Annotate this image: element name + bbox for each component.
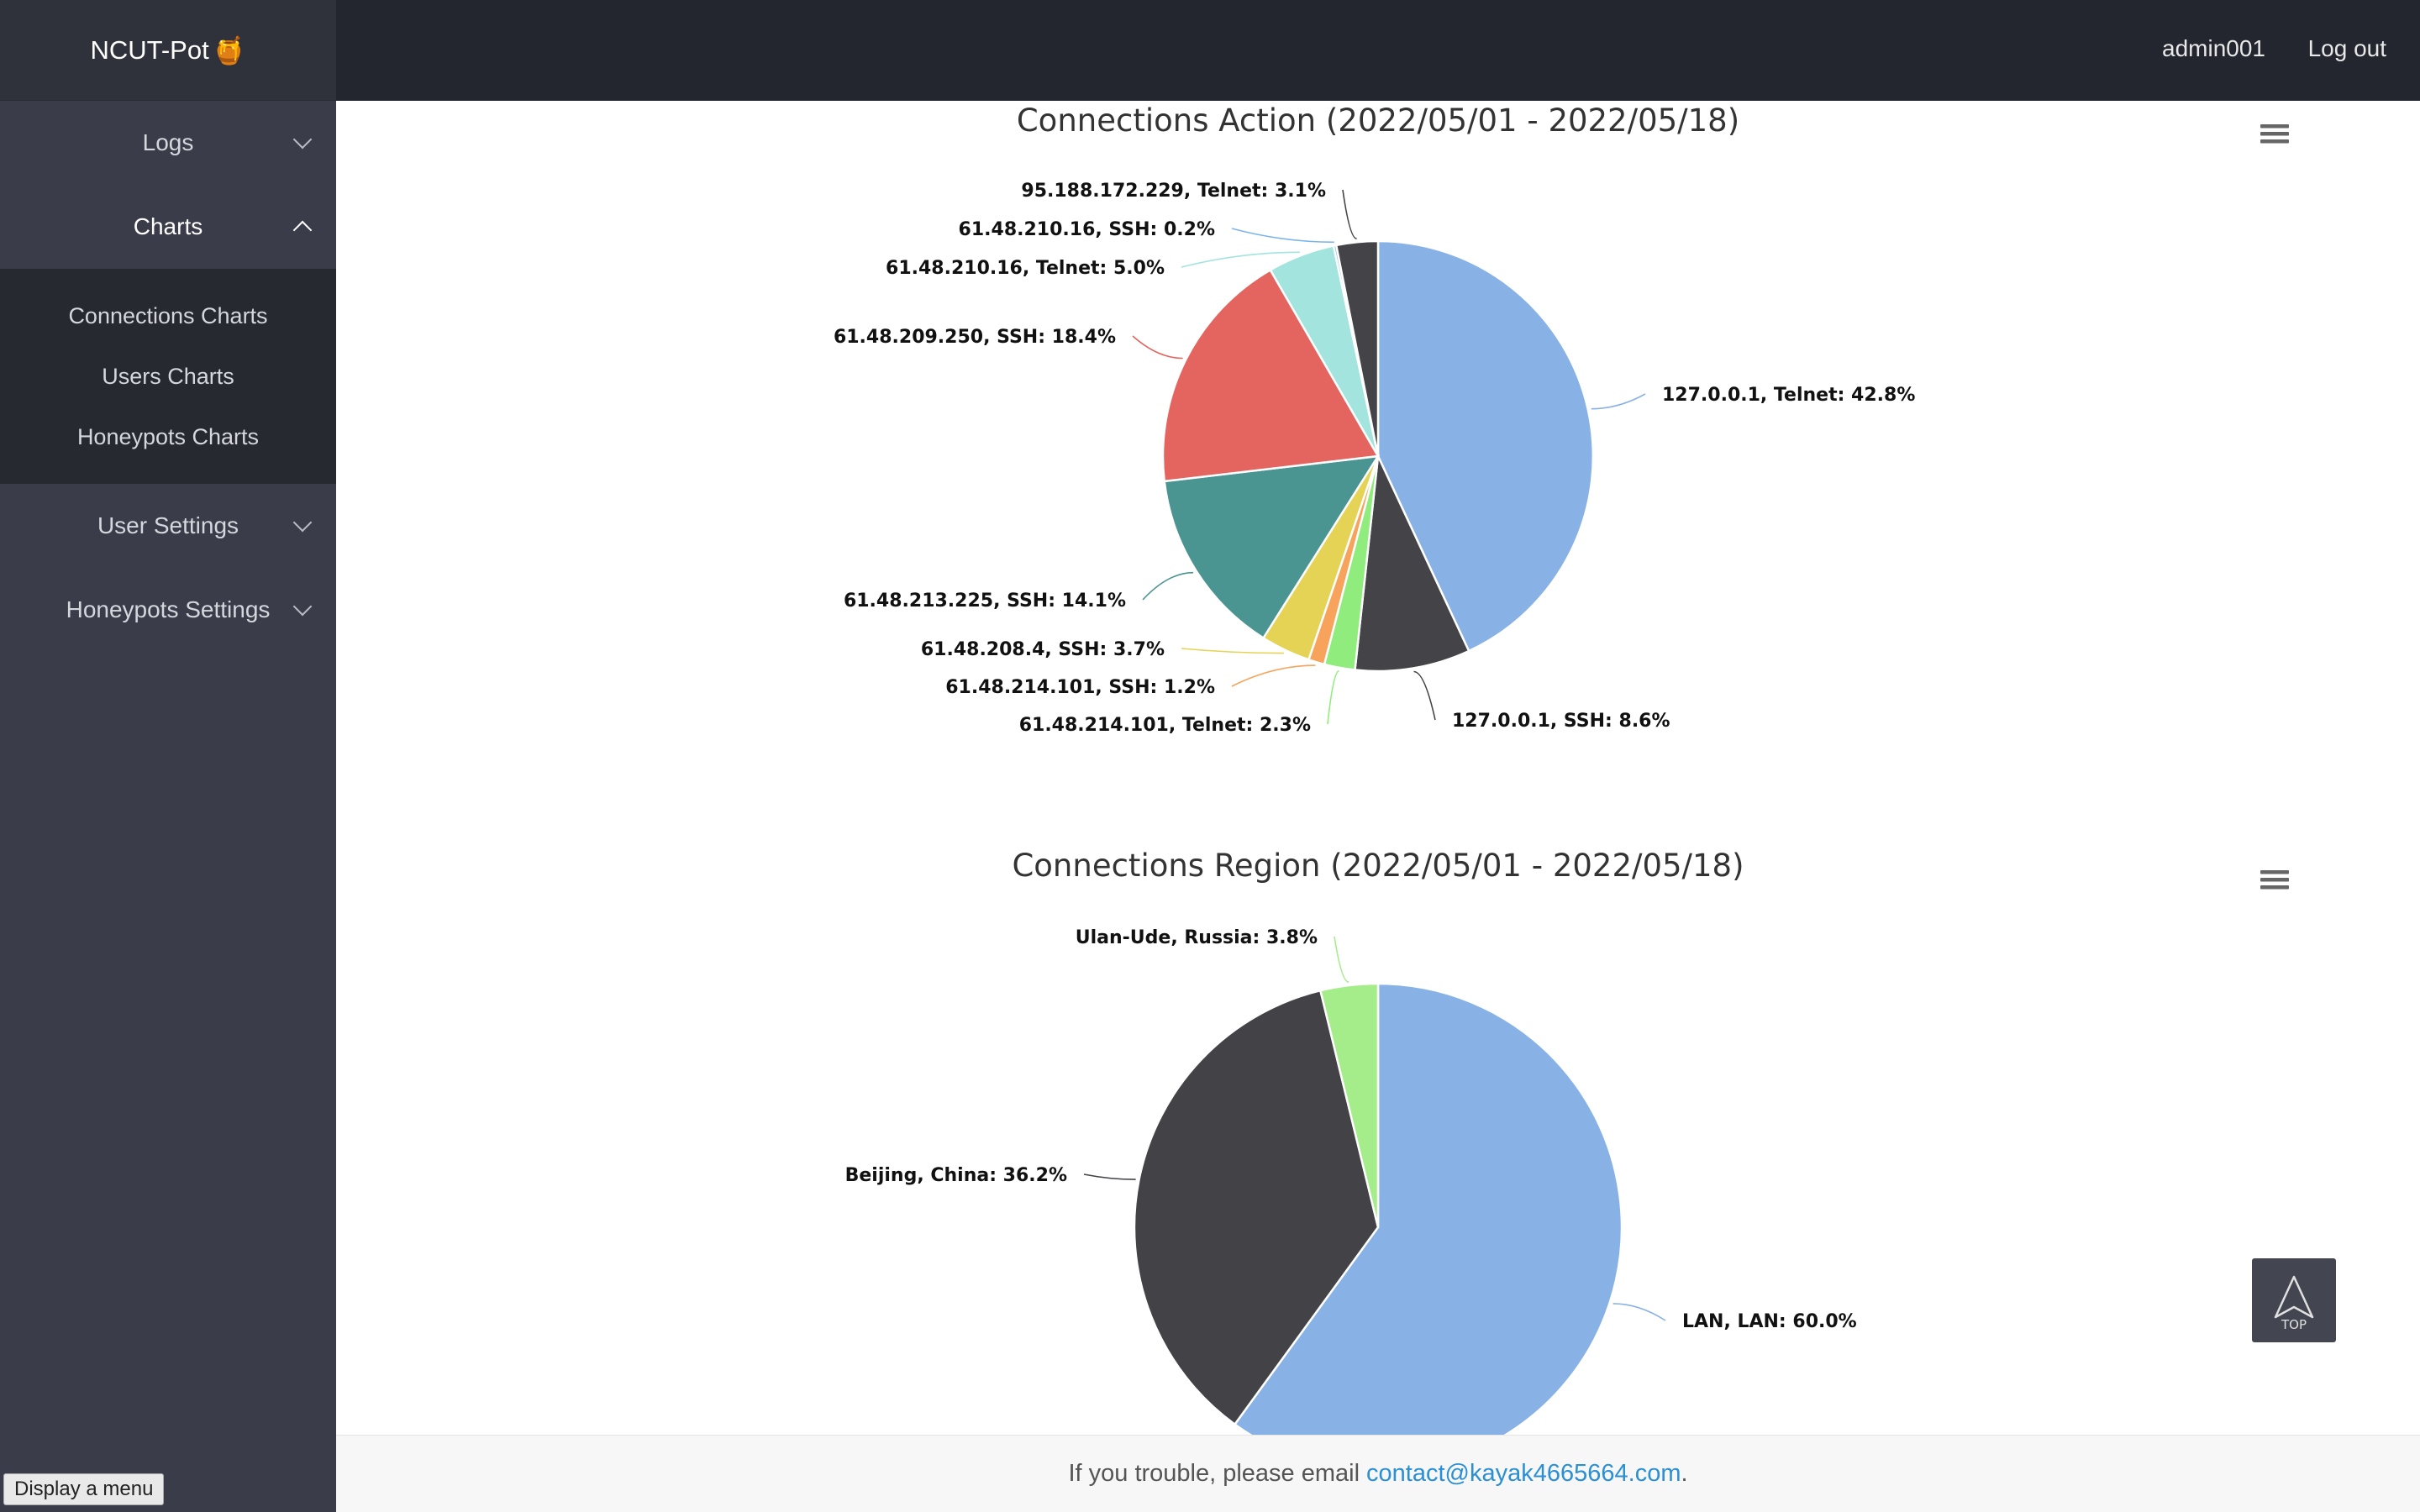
label-connector: [1342, 189, 1357, 239]
sidebar-item-user-settings[interactable]: User Settings: [0, 484, 336, 568]
sidebar-subitem-honeypots-charts[interactable]: Honeypots Charts: [76, 423, 260, 449]
label-connector: [1181, 251, 1300, 268]
charts-canvas: Connections Action (2022/05/01 - 2022/05…: [834, 102, 2296, 1435]
label-connector: [1231, 664, 1316, 687]
pie-slice[interactable]: [1376, 239, 1595, 653]
label-connector: [1334, 936, 1349, 983]
footer-text: If you trouble, please email: [1068, 1460, 1360, 1487]
pie-slice[interactable]: [1318, 982, 1380, 1228]
chart-title: Connections Action (2022/05/01 - 2022/05…: [1017, 102, 1739, 139]
sidebar-subitem-users-charts[interactable]: Users Charts: [102, 363, 234, 389]
label-connector: [1591, 393, 1646, 410]
sidebar-item-label: Logs: [142, 129, 194, 155]
pie-slice[interactable]: [1334, 239, 1380, 457]
pie-slice[interactable]: [1161, 268, 1381, 483]
chart-menu-icon[interactable]: [2252, 118, 2296, 151]
data-label: Ulan-Ude, Russia: 3.8%: [1076, 927, 1318, 948]
arrow-up-icon: TOP: [2274, 1275, 2314, 1332]
pie-slice[interactable]: [1133, 989, 1380, 1426]
data-label: 127.0.0.1, Telnet: 42.8%: [1662, 385, 1915, 406]
data-label: 61.48.213.225, SSH: 14.1%: [844, 591, 1126, 612]
sidebar-item-label: User Settings: [97, 512, 239, 538]
charts-content: Connections Action (2022/05/01 - 2022/05…: [336, 101, 2420, 1435]
sidebar-item-label: Honeypots Settings: [66, 596, 271, 622]
data-label: Beijing, China: 36.2%: [845, 1165, 1067, 1186]
label-connector: [1231, 228, 1334, 244]
sidebar: NCUT-Pot 🍯 Logs Charts Connections Chart…: [0, 0, 336, 1512]
pie-slice[interactable]: [1354, 452, 1470, 673]
top-bar: admin001 Log out: [336, 0, 2420, 101]
label-connector: [1612, 1303, 1666, 1321]
label-connector: [1132, 335, 1183, 360]
data-label: 61.48.209.250, SSH: 18.4%: [834, 327, 1116, 348]
label-connector: [1327, 670, 1339, 725]
pie-slice[interactable]: [1163, 454, 1381, 640]
brand-title: NCUT-Pot: [90, 34, 209, 65]
back-to-top-button[interactable]: TOP: [2252, 1258, 2336, 1342]
label-connector: [1083, 1173, 1136, 1180]
brand-logo[interactable]: NCUT-Pot 🍯: [0, 0, 336, 101]
footer: If you trouble, please email contact@kay…: [336, 1435, 2420, 1512]
pie-slice[interactable]: [1233, 982, 1623, 1435]
label-connector: [1181, 648, 1284, 654]
honey-pot-icon: 🍯: [212, 34, 246, 66]
data-label: 127.0.0.1, SSH: 8.6%: [1452, 711, 1670, 732]
chevron-down-icon: [292, 512, 313, 533]
data-label: 95.188.172.229, Telnet: 3.1%: [1021, 181, 1326, 202]
chevron-up-icon: [292, 220, 313, 240]
data-label: 61.48.214.101, SSH: 1.2%: [945, 677, 1215, 698]
data-label: 61.48.208.4, SSH: 3.7%: [921, 639, 1165, 660]
chart-title: Connections Region (2022/05/01 - 2022/05…: [1012, 848, 1744, 884]
sidebar-item-honeypots-settings[interactable]: Honeypots Settings: [0, 568, 336, 652]
chevron-down-icon: [292, 596, 313, 617]
display-menu-button[interactable]: Display a menu: [3, 1473, 165, 1505]
back-to-top-label: TOP: [2281, 1317, 2307, 1332]
sidebar-item-charts[interactable]: Charts: [0, 185, 336, 269]
label-connector: [1413, 670, 1436, 721]
chevron-down-icon: [292, 129, 313, 150]
pie-chart-connections-region: Connections Region (2022/05/01 - 2022/05…: [845, 848, 2296, 1435]
data-label: LAN, LAN: 60.0%: [1682, 1311, 1857, 1332]
sidebar-item-logs[interactable]: Logs: [0, 101, 336, 185]
pie-chart-connections-action: Connections Action (2022/05/01 - 2022/05…: [834, 102, 2296, 736]
username[interactable]: admin001: [2162, 35, 2265, 61]
sidebar-subitem-connections-charts[interactable]: Connections Charts: [68, 302, 268, 328]
data-label: 61.48.210.16, Telnet: 5.0%: [886, 258, 1165, 279]
logout-link[interactable]: Log out: [2307, 35, 2386, 61]
data-label: 61.48.210.16, SSH: 0.2%: [959, 219, 1215, 240]
label-connector: [1142, 571, 1194, 601]
support-email-link[interactable]: contact@kayak4665664.com: [1366, 1460, 1681, 1487]
sidebar-item-label: Charts: [133, 213, 203, 239]
data-label: 61.48.214.101, Telnet: 2.3%: [1019, 715, 1311, 736]
charts-submenu: Connections Charts Users Charts Honeypot…: [0, 269, 336, 484]
footer-period: .: [1681, 1460, 1688, 1487]
chart-menu-icon[interactable]: [2252, 864, 2296, 897]
